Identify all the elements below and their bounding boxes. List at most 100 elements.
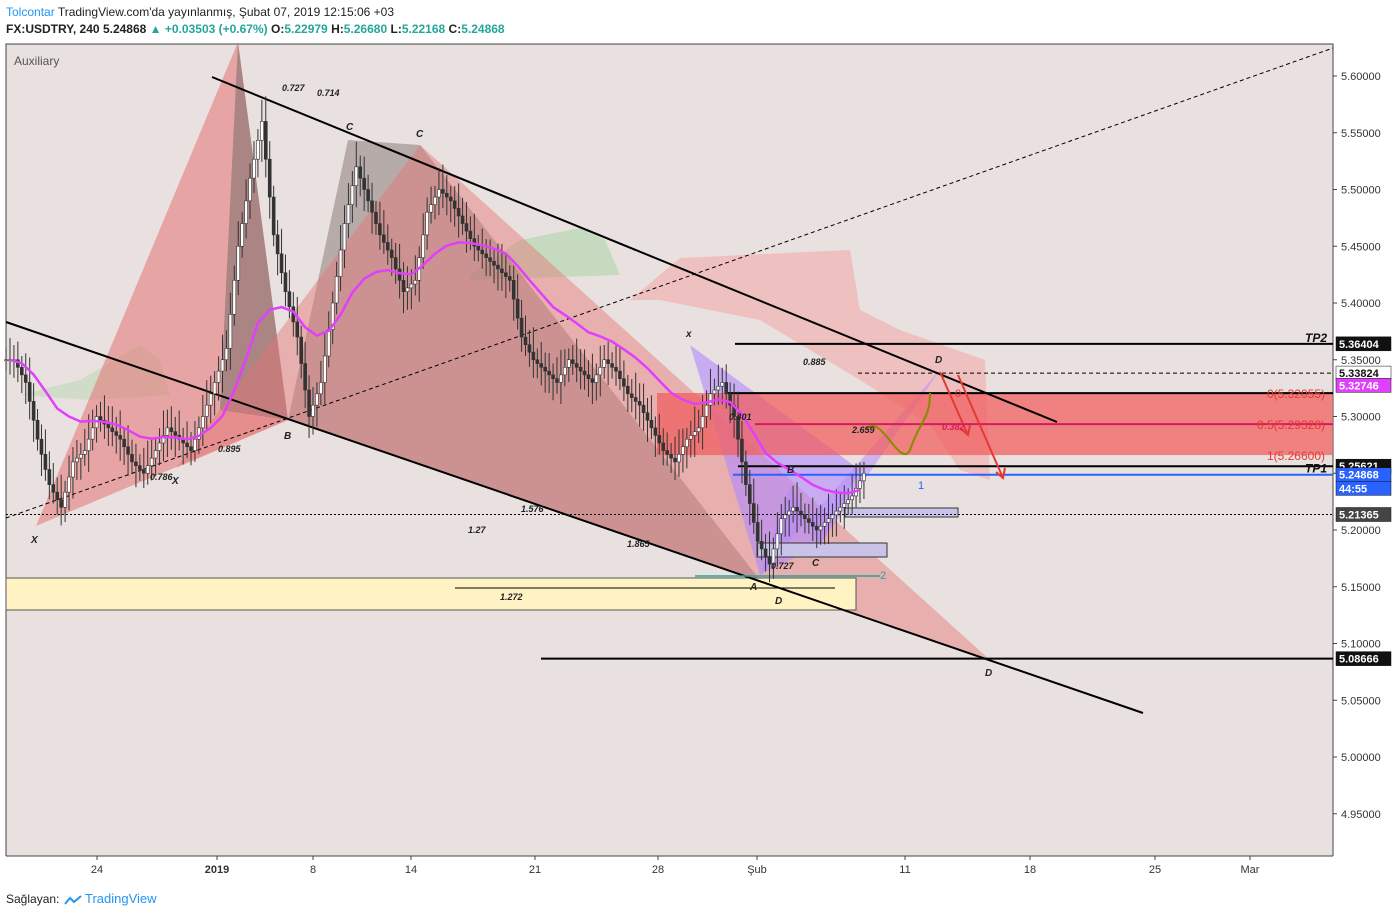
candle-body xyxy=(669,454,673,459)
candle-body xyxy=(303,363,307,391)
price-badge-label: 44:55 xyxy=(1339,483,1367,495)
candle-body xyxy=(216,370,221,383)
candle-body xyxy=(641,404,646,414)
pattern-point-label: D xyxy=(775,596,782,607)
candle-body xyxy=(555,378,559,383)
candle-body xyxy=(712,389,717,395)
candle-body xyxy=(803,514,807,519)
pattern-point-label: A xyxy=(749,582,757,593)
candle-body xyxy=(441,189,445,194)
candle-body xyxy=(157,442,162,451)
pattern-abc-1 xyxy=(220,42,288,420)
candle-body xyxy=(27,382,32,402)
fib-level-label: 0(5.32055) xyxy=(1267,387,1325,401)
candle-body xyxy=(315,393,319,406)
candle-body xyxy=(295,321,300,338)
y-tick-label: 5.40000 xyxy=(1341,298,1381,310)
candle-body xyxy=(826,518,831,523)
candle-body xyxy=(602,359,607,368)
candle-body xyxy=(43,454,48,470)
candle-body xyxy=(67,476,71,493)
x-tick-label: 25 xyxy=(1149,864,1161,876)
candle-body xyxy=(75,457,79,463)
provider-label: Sağlayan: xyxy=(6,892,60,906)
candle-body xyxy=(637,401,642,406)
candle-body xyxy=(122,438,126,448)
box-2 xyxy=(844,507,959,518)
candle-body xyxy=(165,427,170,436)
candle-body xyxy=(590,378,595,383)
candle-body xyxy=(818,525,823,531)
x-tick-label: 14 xyxy=(405,864,417,876)
candle-body xyxy=(692,431,697,436)
candle-body xyxy=(464,223,469,232)
candle-body xyxy=(716,385,721,391)
candle-body xyxy=(720,382,725,387)
x-tick-label: 21 xyxy=(529,864,541,876)
candle-body xyxy=(374,211,378,224)
candle-body xyxy=(169,427,174,432)
candle-body xyxy=(452,200,457,209)
candle-body xyxy=(98,416,103,421)
x-tick-label: 18 xyxy=(1024,864,1036,876)
candle-body xyxy=(252,158,256,179)
fib-level-label: 1(5.26600) xyxy=(1267,449,1325,463)
x-tick-label: 2019 xyxy=(205,864,229,876)
candle-body xyxy=(189,446,193,451)
candle-body xyxy=(370,200,374,213)
candle-body xyxy=(193,438,197,451)
candle-body xyxy=(330,302,335,330)
pattern-ratio-label: 0.382 xyxy=(942,422,965,432)
drawings xyxy=(4,42,1334,714)
candle-body xyxy=(51,484,56,493)
candle-body xyxy=(4,359,8,362)
candle-body xyxy=(118,435,122,440)
close-value: 5.24868 xyxy=(461,22,505,36)
change-value: +0.03503 (+0.67%) xyxy=(164,22,268,36)
candle-body xyxy=(425,211,429,236)
candle-body xyxy=(610,363,614,368)
price-badge xyxy=(1335,378,1392,393)
candle-body xyxy=(445,192,449,198)
pattern-point-label: C xyxy=(416,129,424,140)
author-link[interactable]: Tolcontar xyxy=(6,5,55,19)
candle-body xyxy=(267,158,272,198)
pattern-point-label: C xyxy=(346,122,354,133)
dashed-trend-line xyxy=(5,47,1334,519)
candle-body xyxy=(421,234,425,258)
candle-body xyxy=(236,245,241,281)
candle-body xyxy=(484,253,488,258)
candle-body xyxy=(814,525,819,531)
up-arrow-icon: ▲ xyxy=(149,22,162,36)
pattern-point-label: C xyxy=(812,558,820,569)
candle-body xyxy=(700,416,705,429)
tradingview-logo[interactable]: TradingView xyxy=(64,891,157,906)
price-badge-label: 5.33824 xyxy=(1339,368,1380,380)
candle-body xyxy=(810,522,815,527)
candle-body xyxy=(397,268,402,281)
candle-body xyxy=(275,234,280,255)
candle-body xyxy=(354,166,359,187)
publish-info: Tolcontar TradingView.com'da yayınlanmış… xyxy=(6,5,394,19)
candle-body xyxy=(767,556,772,565)
candle-body xyxy=(846,499,850,504)
candle-body xyxy=(82,450,87,455)
pattern-ratio-label: 0.401 xyxy=(729,412,752,422)
candle-body xyxy=(574,363,579,368)
candle-body xyxy=(342,223,347,251)
y-tick-label: 5.45000 xyxy=(1341,241,1381,253)
candle-body xyxy=(55,491,60,501)
candle-body xyxy=(271,196,276,236)
candle-body xyxy=(783,514,788,519)
candle-body xyxy=(208,393,213,406)
price-badge-label: 5.21365 xyxy=(1339,510,1379,522)
candle-body xyxy=(645,412,650,421)
y-tick-label: 5.55000 xyxy=(1341,128,1381,140)
candle-body xyxy=(515,298,520,319)
y-tick-label: 5.30000 xyxy=(1341,412,1381,424)
candle-body xyxy=(220,359,225,372)
candle-body xyxy=(114,431,119,436)
candle-body xyxy=(570,359,575,364)
candle-body xyxy=(500,268,504,274)
